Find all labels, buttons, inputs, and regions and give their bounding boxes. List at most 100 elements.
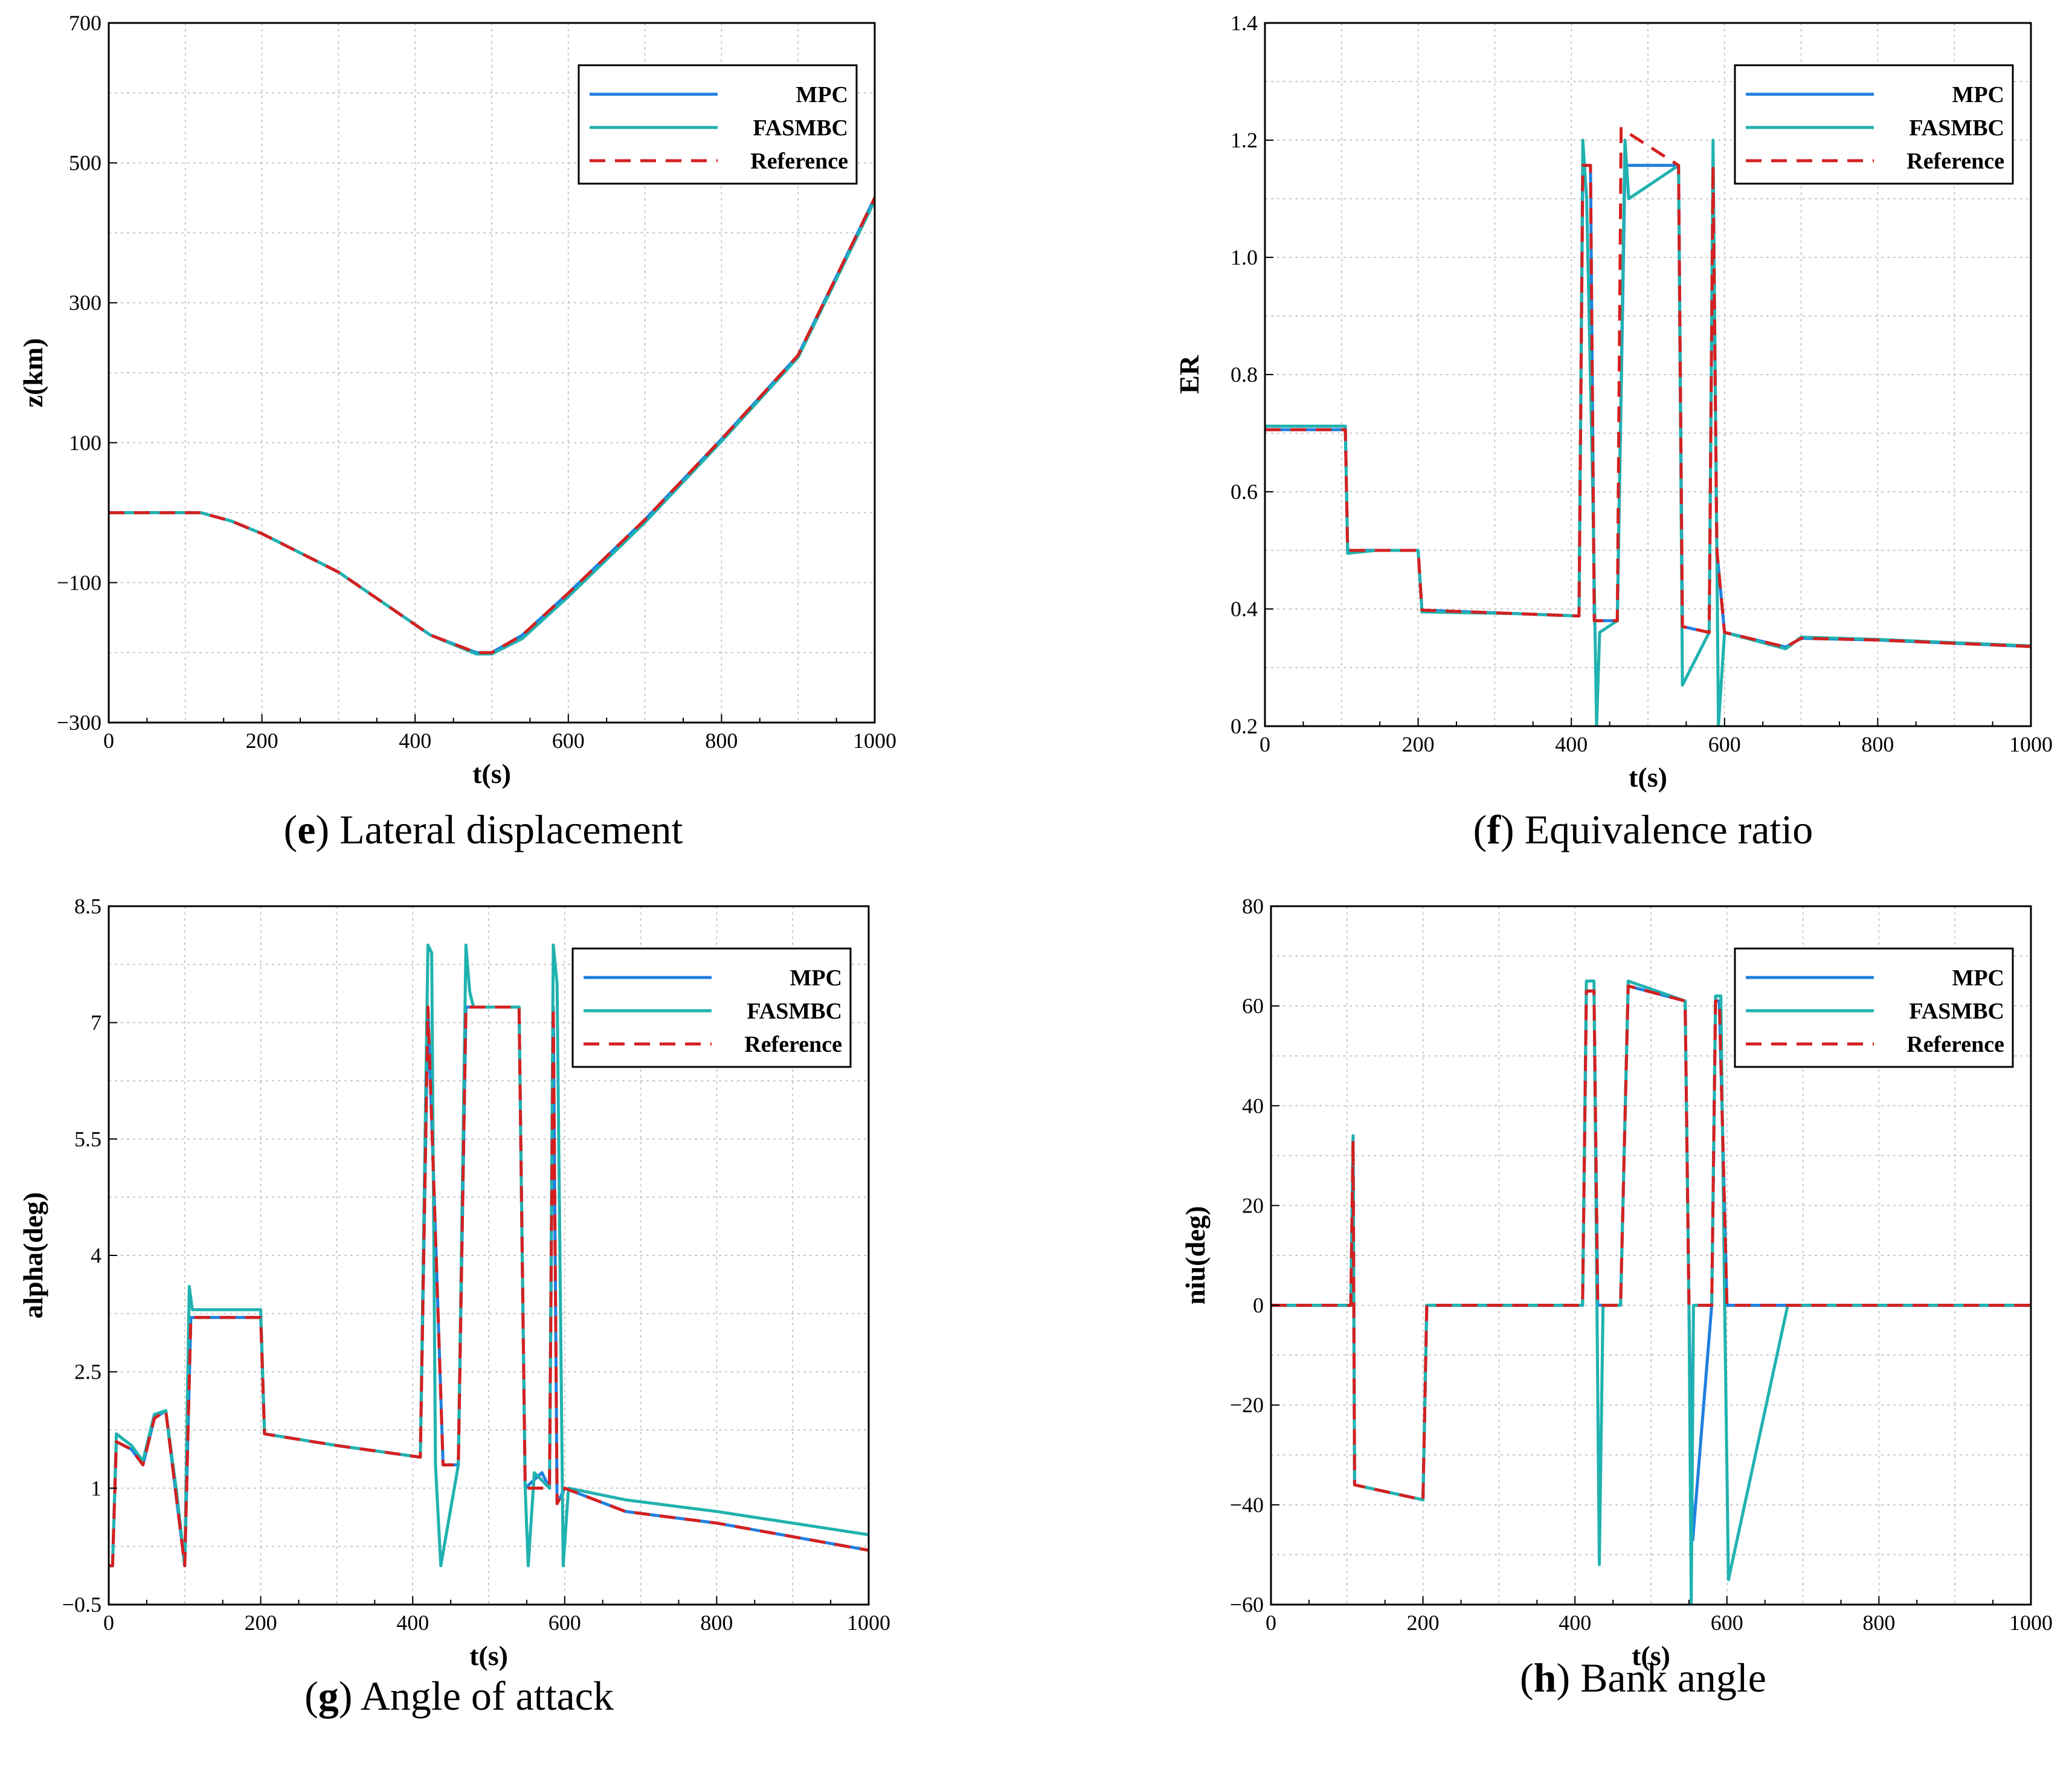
series-reference [109,1005,869,1568]
caption-paren-open: ( [1520,1655,1534,1701]
legend-label-mpc: MPC [1952,965,2004,991]
x-tick-label: 1000 [2009,1611,2053,1635]
x-tick-label: 0 [103,729,114,753]
legend: MPC FASMBC Reference [578,64,858,185]
x-tick-label: 0 [103,1611,114,1635]
y-tick-label: 7 [91,1011,101,1035]
chart-h: 0 200 400 600 800 1000 −60 −40 −20 0 20 40 60 80 t(s) n… [1180,894,2053,1701]
legend-box [578,64,858,185]
x-tick-label: 200 [1407,1611,1440,1635]
legend: MPC FASMBC Reference [1734,64,2014,185]
legend-label-fasmbc: FASMBC [1909,115,2004,141]
x-axis-label: t(s) [1629,762,1667,793]
legend-label-reference: Reference [1906,1032,2004,1057]
x-tick-label: 800 [700,1611,733,1635]
series-reference [1265,127,2031,649]
y-tick-label: −20 [1230,1393,1264,1417]
caption-letter: h [1534,1655,1557,1701]
legend-label-mpc: MPC [790,965,842,991]
caption-letter: g [318,1673,339,1719]
y-tick-label: 5.5 [74,1127,101,1151]
caption-text: Angle of attack [352,1673,613,1719]
y-tick-label: 1.2 [1231,128,1258,152]
series-reference [109,197,875,654]
caption-paren-open: ( [304,1673,318,1719]
y-tick-label: 0.2 [1231,714,1258,738]
caption-paren-close: ) [315,807,329,852]
caption-letter: f [1487,807,1501,852]
y-tick-label: 100 [69,431,101,455]
x-tick-label: 800 [1862,1611,1895,1635]
y-tick-label: 1 [91,1476,101,1500]
y-tick-label: −60 [1230,1593,1264,1617]
x-tick-label: 1000 [847,1611,890,1635]
y-tick-label: 4 [91,1243,101,1267]
legend: MPC FASMBC Reference [1734,947,2014,1068]
x-tick-label: 1000 [2009,732,2053,756]
caption-letter: e [297,807,315,852]
y-tick-label: 0.4 [1231,597,1258,621]
x-tick-label: 400 [396,1611,429,1635]
caption-paren-close: ) [1501,807,1514,852]
chart-e: 0 200 400 600 800 1000 −300 −100 100 300 500 700 t(s… [18,11,896,852]
legend-box [571,947,852,1068]
y-tick-label: 0.6 [1231,480,1258,504]
chart-caption: (e) Lateral displacement [284,807,683,852]
legend-label-reference: Reference [1906,149,2004,174]
x-tick-label: 400 [1555,732,1588,756]
y-axis-label: niu(deg) [1180,1206,1211,1305]
x-tick-label: 400 [1559,1611,1591,1635]
legend-box [1734,947,2014,1068]
chart-g: 0 200 400 600 800 1000 −0.5 1 2.5 4 5.5 7 8.5 t(s) alp… [18,894,890,1719]
caption-paren-open: ( [1473,807,1487,852]
chart-caption: (f) Equivalence ratio [1473,807,1813,852]
y-tick-label: 0 [1253,1293,1264,1318]
y-tick-label: −300 [57,710,101,735]
x-axis-label: t(s) [1632,1640,1670,1671]
y-tick-label: 1.0 [1231,245,1258,269]
y-axis-label: z(km) [18,338,48,408]
y-axis-label: alpha(deg) [18,1192,48,1319]
y-tick-label: 1.4 [1231,11,1258,35]
y-tick-label: 700 [69,11,101,35]
caption-text: Lateral displacement [329,807,683,852]
series-reference [1271,984,2031,1502]
legend: MPC FASMBC Reference [571,947,852,1068]
x-tick-label: 1000 [853,729,896,753]
caption-paren-close: ) [339,1673,353,1719]
legend-label-reference: Reference [750,149,848,174]
y-tick-label: 40 [1242,1093,1264,1118]
legend-label-mpc: MPC [796,82,848,108]
x-tick-label: 0 [1266,1611,1276,1635]
x-tick-label: 800 [705,729,738,753]
legend-label-fasmbc: FASMBC [1909,999,2004,1024]
x-tick-label: 400 [399,729,431,753]
x-axis-label: t(s) [469,1640,508,1671]
x-axis-label: t(s) [472,758,511,789]
y-tick-label: −40 [1230,1493,1264,1517]
y-tick-label: 60 [1242,994,1264,1018]
legend-box [1734,64,2014,185]
y-tick-label: 0.8 [1231,362,1258,387]
y-tick-label: 80 [1242,894,1264,918]
y-tick-label: 20 [1242,1193,1264,1217]
x-tick-label: 600 [549,1611,581,1635]
chart-caption: (g) Angle of attack [304,1673,614,1719]
x-tick-label: 600 [1711,1611,1743,1635]
y-axis-label: ER [1174,355,1205,394]
plot-frame [1270,905,2032,1606]
caption-text: Bank angle [1570,1655,1766,1701]
caption-paren-open: ( [284,807,298,852]
y-tick-label: 8.5 [74,894,101,918]
caption-paren-close: ) [1557,1655,1571,1701]
y-tick-label: 300 [69,291,101,315]
chart-caption: (h) Bank angle [1520,1655,1766,1701]
legend-label-fasmbc: FASMBC [747,999,842,1024]
x-tick-label: 200 [1402,732,1435,756]
x-tick-label: 600 [552,729,585,753]
y-tick-label: 2.5 [74,1360,101,1384]
legend-label-mpc: MPC [1952,82,2004,108]
y-tick-label: −100 [57,570,101,594]
x-tick-label: 200 [245,1611,277,1635]
